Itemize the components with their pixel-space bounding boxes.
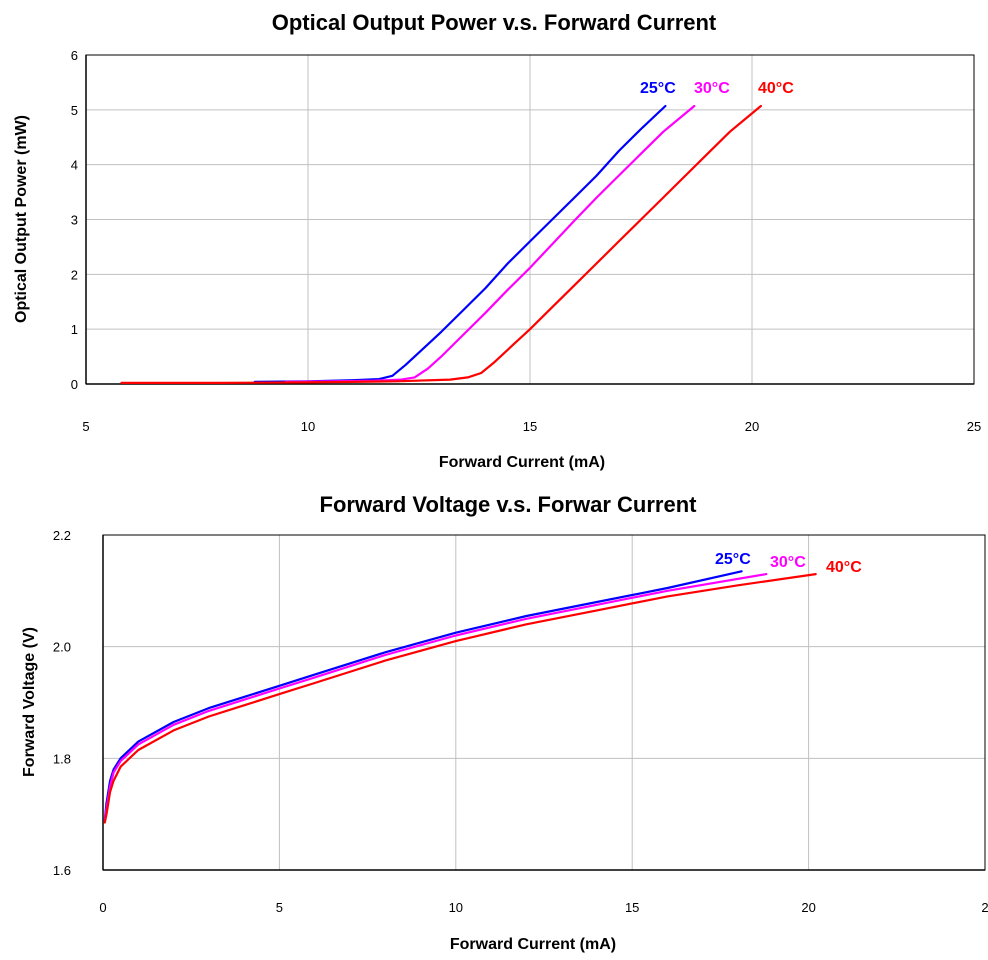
x-tick-label: 15 [625, 900, 639, 915]
chart-2: Forward Voltage v.s. Forwar Current 0 5 10… [21, 492, 988, 953]
x-tick-label: 5 [276, 900, 283, 915]
x-tick-label: 5 [82, 419, 89, 434]
chart-1-gridlines [86, 55, 974, 384]
x-tick-label: 15 [523, 419, 537, 434]
chart-2-y-tick-labels: 1.6 1.8 2.0 2.2 [53, 528, 71, 878]
chart-1-series-group [120, 104, 763, 384]
chart-2-series-label-30c: 30°C [770, 554, 806, 571]
chart-1-series-label-40c: 40°C [758, 80, 794, 97]
x-tick-label: 10 [449, 900, 463, 915]
series-line-25c [103, 570, 743, 821]
y-tick-label: 2.0 [53, 640, 71, 655]
chart-1-y-axis-label: Optical Output Power (mW) [13, 115, 30, 323]
chart-2-x-tick-labels: 0 5 10 15 20 2 [99, 900, 988, 915]
chart-2-x-axis-label: Forward Current (mA) [450, 936, 616, 953]
chart-1: Optical Output Power v.s. Forward Curren… [13, 10, 981, 471]
y-tick-label: 0 [71, 377, 78, 392]
chart-1-x-axis-label: Forward Current (mA) [439, 454, 605, 471]
chart-2-title: Forward Voltage v.s. Forwar Current [320, 492, 698, 517]
x-tick-label: 20 [745, 419, 759, 434]
series-line-30c [103, 572, 768, 821]
y-tick-label: 3 [71, 213, 78, 228]
chart-2-series-label-25c: 25°C [715, 551, 751, 568]
chart-2-gridlines [103, 535, 985, 870]
x-tick-label: 2 [981, 900, 988, 915]
y-tick-label: 2 [71, 267, 78, 282]
y-tick-label: 1.8 [53, 751, 71, 766]
x-tick-label: 25 [967, 419, 981, 434]
series-line-40c [103, 572, 817, 824]
series-line-25c [253, 104, 667, 383]
chart-1-series-label-25c: 25°C [640, 80, 676, 97]
y-tick-label: 2.2 [53, 528, 71, 543]
y-tick-label: 1 [71, 322, 78, 337]
series-line-40c [120, 104, 763, 384]
y-tick-label: 1.6 [53, 863, 71, 878]
x-tick-label: 10 [301, 419, 315, 434]
chart-2-y-axis-label: Forward Voltage (V) [21, 627, 38, 777]
chart-1-y-tick-labels: 0 1 2 3 4 5 6 [71, 48, 78, 392]
y-tick-label: 5 [71, 103, 78, 118]
x-tick-label: 0 [99, 900, 106, 915]
chart-1-title: Optical Output Power v.s. Forward Curren… [272, 10, 717, 35]
chart-2-series-group [103, 570, 817, 824]
chart-1-x-tick-labels: 5 10 15 20 25 [82, 419, 981, 434]
chart-2-series-label-40c: 40°C [826, 559, 862, 576]
chart-1-series-label-30c: 30°C [694, 80, 730, 97]
x-tick-label: 20 [801, 900, 815, 915]
y-tick-label: 6 [71, 48, 78, 63]
y-tick-label: 4 [71, 158, 78, 173]
series-line-30c [284, 104, 696, 383]
